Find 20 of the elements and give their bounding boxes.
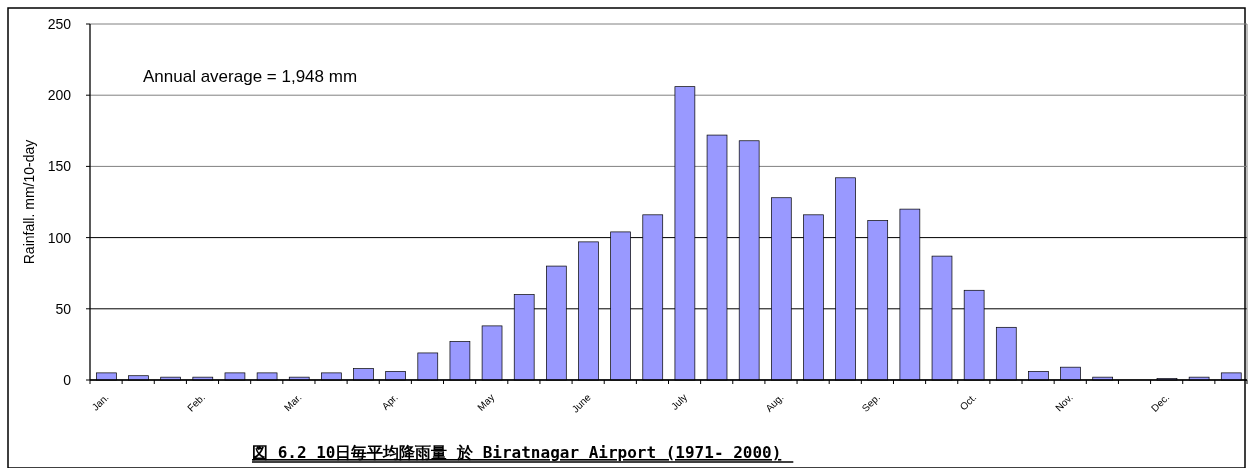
x-tick-label: Mar. <box>282 391 304 414</box>
y-tick-label: 0 <box>63 372 72 388</box>
x-tick-label: Sep. <box>859 391 883 414</box>
y-tick-label: 100 <box>47 229 72 246</box>
y-tick-label: 50 <box>55 300 72 317</box>
x-tick-label: Nov. <box>1053 391 1075 414</box>
x-tick-label: May <box>475 391 497 413</box>
x-tick-label: Feb. <box>185 391 208 414</box>
y-tick-label: 200 <box>47 87 72 104</box>
x-tick-label: Aug. <box>763 391 786 414</box>
y-tick-label: 150 <box>47 158 72 175</box>
text: 図 6.2 10日毎平均降雨量 於 Biratnagar Airport (1971- 2000) <box>252 443 782 462</box>
x-tick-label: Apr. <box>379 391 400 412</box>
x-tick-label: Jan. <box>89 391 111 413</box>
x-tick-label: July <box>668 391 690 412</box>
y-tick-label: 250 <box>47 16 72 32</box>
y-axis-title: Rainfall. mm/10-day <box>21 139 37 265</box>
annotation: Annual average = 1,948 mm <box>143 67 358 86</box>
x-tick-label: Dec. <box>1148 391 1172 414</box>
x-tick-label: Oct. <box>957 391 979 413</box>
